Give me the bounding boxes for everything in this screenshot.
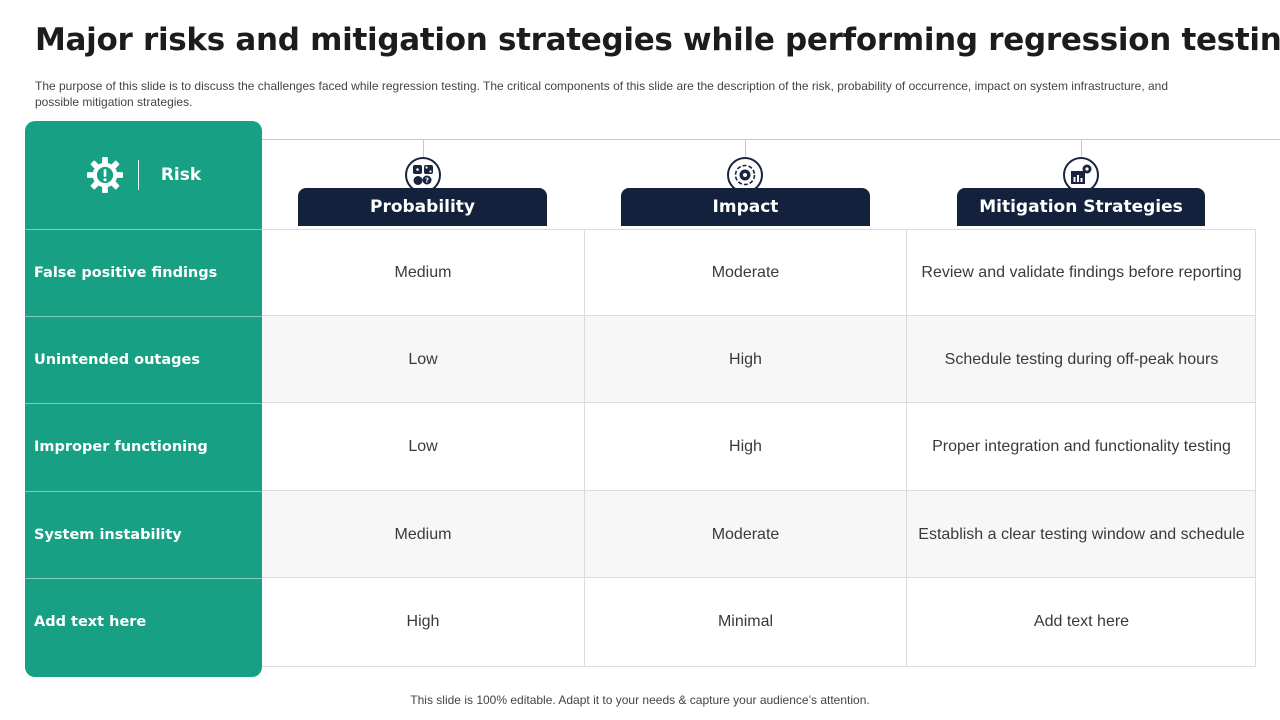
- table-right-border: [1255, 229, 1256, 667]
- impact-connector: [745, 139, 746, 157]
- table-row: Medium Moderate Establish a clear testin…: [262, 491, 1256, 578]
- mitigation-cell: Add text here: [1033, 613, 1130, 630]
- mitigation-cell: Establish a clear testing window and sch…: [918, 525, 1245, 543]
- risk-label: Add text here: [25, 578, 262, 665]
- dice-question-icon: ?: [413, 165, 433, 185]
- risk-label: Unintended outages: [25, 316, 262, 403]
- risk-table: Medium Moderate Review and validate find…: [262, 229, 1256, 667]
- page-title: Major risks and mitigation strategies wh…: [35, 22, 1280, 58]
- probability-icon-badge: ?: [405, 157, 441, 193]
- table-row: Low High Schedule testing during off-pea…: [262, 316, 1256, 403]
- gear-warning-icon: [86, 156, 123, 194]
- impact-cell: Minimal: [585, 578, 907, 666]
- chart-gear-icon: [1071, 164, 1092, 184]
- risk-header: Risk: [25, 121, 262, 229]
- probability-cell: High: [262, 578, 585, 666]
- mitigation-cell: Proper integration and functionality tes…: [932, 438, 1231, 455]
- risk-label: Improper functioning: [25, 403, 262, 490]
- column-header-probability: Probability: [298, 188, 547, 226]
- impact-cell: High: [585, 403, 907, 491]
- table-row: High Minimal Add text here: [262, 578, 1256, 667]
- probability-connector: [423, 139, 424, 157]
- table-top-border: [262, 229, 1256, 230]
- probability-cell: Low: [262, 403, 585, 491]
- mitigation-cell: Schedule testing during off-peak hours: [944, 350, 1219, 368]
- column-header-impact: Impact: [621, 188, 870, 226]
- impact-cell: Moderate: [585, 491, 907, 578]
- target-gear-icon: [734, 164, 756, 186]
- mitigation-connector: [1081, 139, 1082, 157]
- probability-cell: Medium: [262, 229, 585, 316]
- impact-cell: High: [585, 316, 907, 403]
- table-row: Low High Proper integration and function…: [262, 403, 1256, 491]
- risk-header-label: Risk: [160, 165, 202, 185]
- table-row: Medium Moderate Review and validate find…: [262, 229, 1256, 316]
- risk-label: False positive findings: [25, 229, 262, 316]
- svg-text:?: ?: [425, 177, 429, 185]
- header-connector-line: [262, 139, 1280, 140]
- page-subtitle: The purpose of this slide is to discuss …: [35, 79, 1169, 109]
- mitigation-cell: Review and validate findings before repo…: [921, 263, 1242, 281]
- column-header-mitigation: Mitigation Strategies: [957, 188, 1205, 226]
- probability-cell: Low: [262, 316, 585, 403]
- footer-note: This slide is 100% editable. Adapt it to…: [410, 693, 870, 707]
- header-divider: [137, 160, 139, 190]
- probability-cell: Medium: [262, 491, 585, 578]
- risk-label: System instability: [25, 491, 262, 578]
- risk-column: [25, 121, 262, 677]
- impact-cell: Moderate: [585, 229, 907, 316]
